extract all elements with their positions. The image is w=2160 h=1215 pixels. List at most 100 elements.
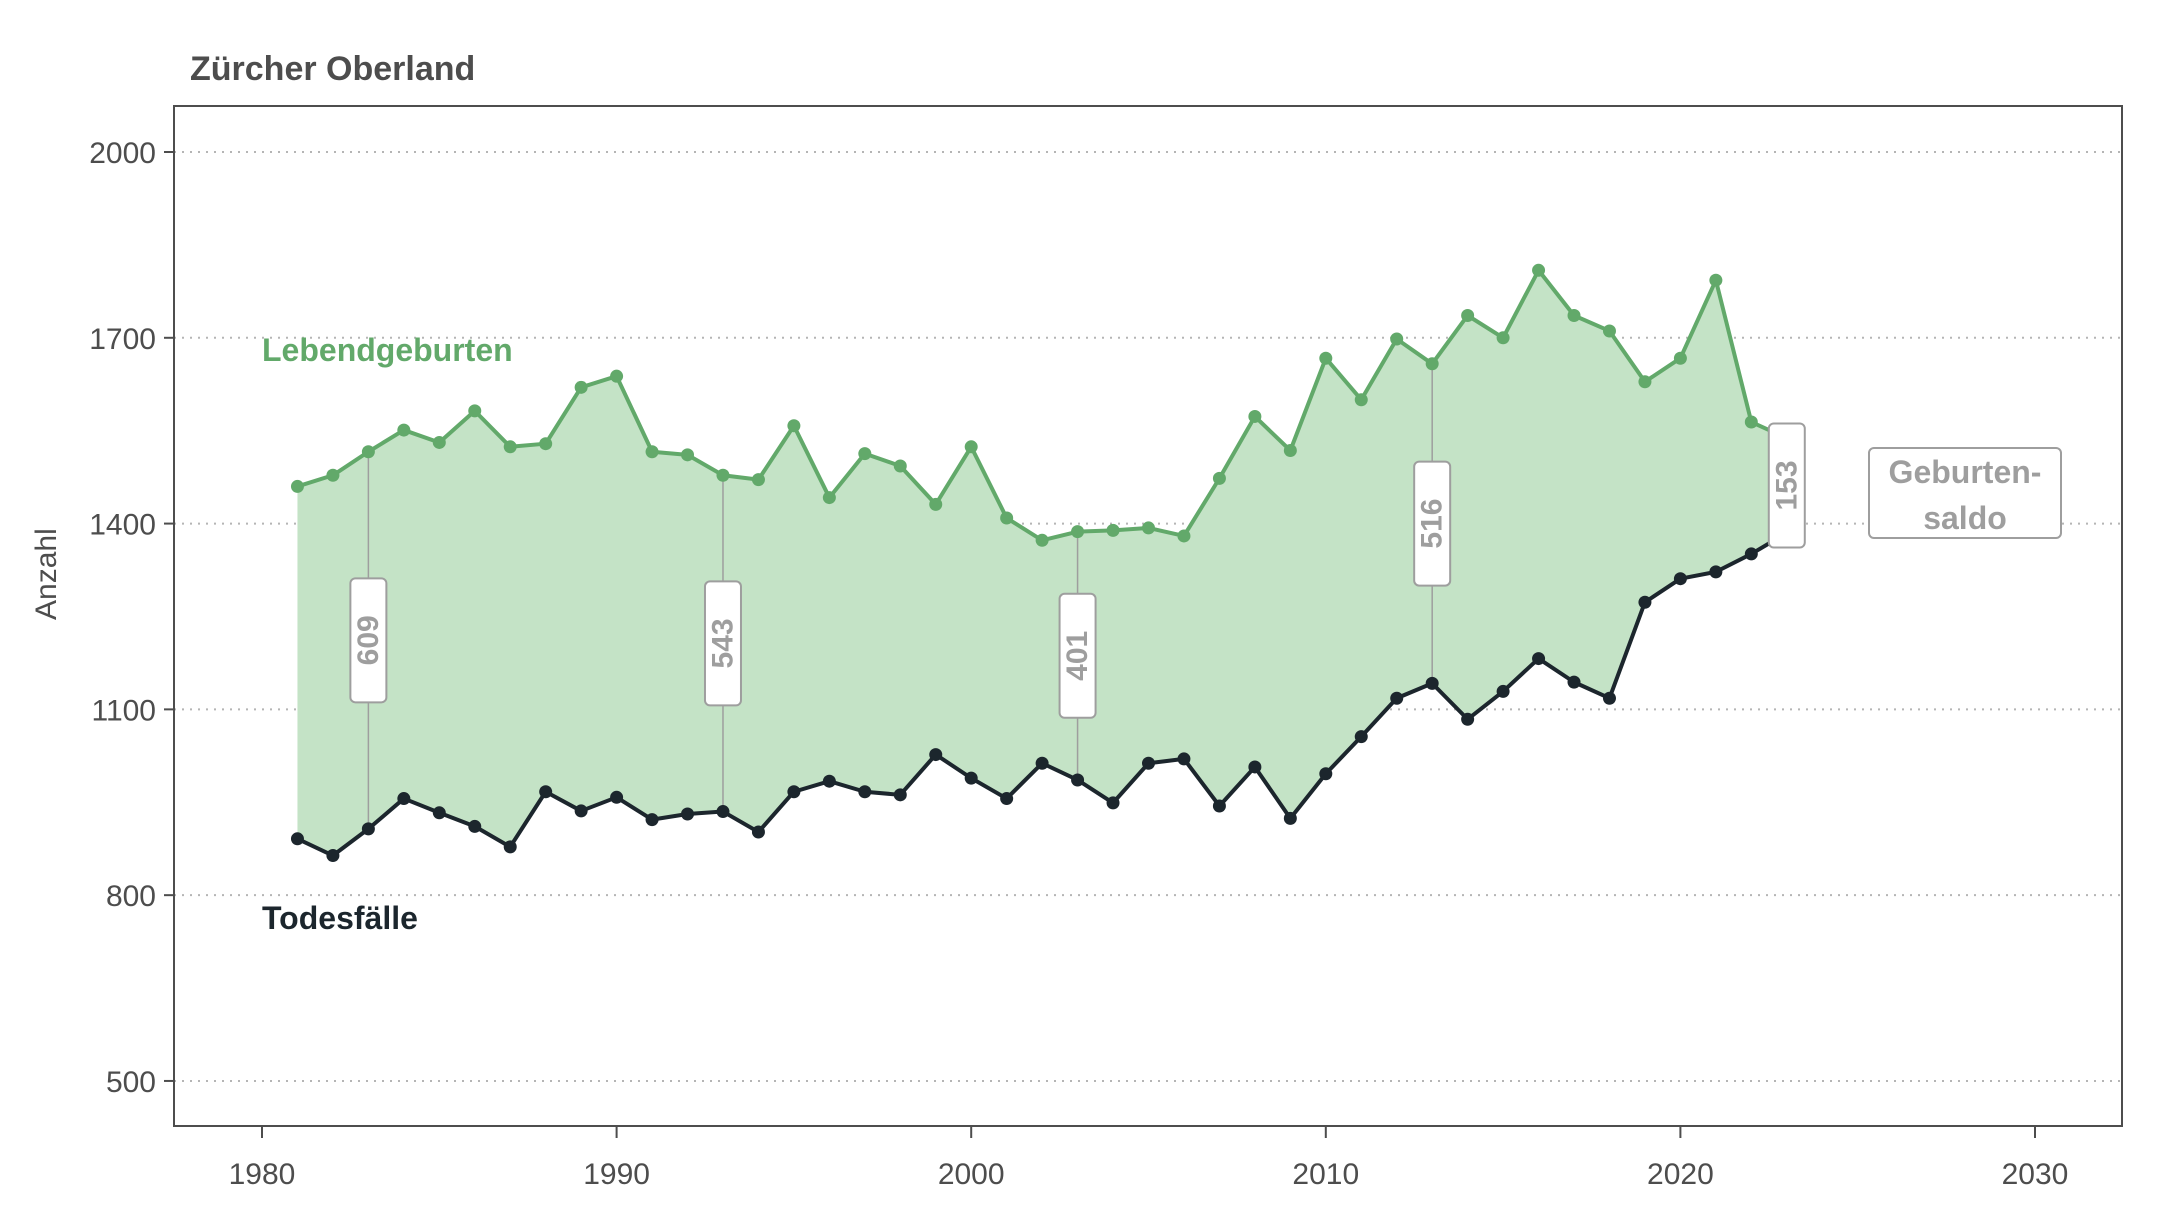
deaths-point bbox=[1248, 760, 1262, 774]
x-tick-label: 2000 bbox=[938, 1158, 1005, 1191]
births-point bbox=[1035, 533, 1049, 547]
plot-frame bbox=[173, 105, 2123, 1127]
geburtensaldo-legend-box: Geburten- saldo bbox=[1868, 447, 2062, 539]
births-point bbox=[1071, 525, 1085, 539]
saldo-value-label: 401 bbox=[1061, 631, 1094, 681]
saldo-value-box bbox=[1058, 592, 1097, 719]
births-point bbox=[1602, 324, 1616, 338]
deaths-point bbox=[1071, 773, 1085, 787]
x-tick-label: 2010 bbox=[1292, 1158, 1359, 1191]
births-point bbox=[681, 448, 695, 462]
deaths-point bbox=[1390, 691, 1404, 705]
deaths-point bbox=[1354, 730, 1368, 744]
y-tick-label: 1400 bbox=[89, 509, 156, 542]
births-point bbox=[1000, 511, 1014, 525]
deaths-point bbox=[1567, 675, 1581, 689]
births-point bbox=[468, 404, 482, 418]
saldo-value-box bbox=[1413, 460, 1452, 587]
births-point bbox=[1425, 357, 1439, 371]
deaths-point bbox=[1035, 756, 1049, 770]
deaths-point bbox=[681, 807, 695, 821]
deaths-point bbox=[1425, 676, 1439, 690]
births-point bbox=[1177, 529, 1191, 543]
births-point bbox=[326, 468, 340, 482]
births-point bbox=[539, 437, 553, 451]
births-label: Lebendgeburten bbox=[262, 332, 513, 368]
deaths-point bbox=[503, 840, 517, 854]
births-point bbox=[893, 459, 907, 473]
deaths-point bbox=[539, 785, 553, 799]
deaths-point bbox=[1000, 792, 1014, 806]
births-point bbox=[858, 447, 872, 461]
deaths-point bbox=[1602, 691, 1616, 705]
y-tick-label: 500 bbox=[106, 1066, 156, 1099]
deaths-point bbox=[1673, 572, 1687, 586]
deaths-point bbox=[645, 813, 659, 827]
deaths-point bbox=[610, 790, 624, 804]
births-point bbox=[1319, 351, 1333, 365]
x-tick-label: 1980 bbox=[229, 1158, 296, 1191]
deaths-point bbox=[361, 822, 375, 836]
saldo-value-label: 153 bbox=[1770, 460, 1803, 510]
births-point bbox=[787, 419, 801, 433]
births-point bbox=[1638, 375, 1652, 389]
saldo-value-box bbox=[703, 580, 742, 707]
births-point bbox=[964, 440, 978, 454]
deaths-point bbox=[326, 849, 340, 863]
births-point bbox=[1461, 308, 1475, 322]
saldo-value-box bbox=[1767, 422, 1806, 549]
chart-title: Zürcher Oberland bbox=[190, 50, 476, 88]
y-tick-label: 800 bbox=[106, 880, 156, 913]
births-point bbox=[1354, 393, 1368, 407]
births-point bbox=[610, 369, 624, 383]
births-point bbox=[822, 491, 836, 505]
births-point bbox=[503, 440, 517, 454]
x-tick-label: 2020 bbox=[1647, 1158, 1714, 1191]
births-point bbox=[1567, 308, 1581, 322]
births-point bbox=[1709, 273, 1723, 287]
births-point bbox=[1283, 444, 1297, 458]
x-tick-label: 2030 bbox=[2002, 1158, 2069, 1191]
deaths-point bbox=[1461, 712, 1475, 726]
saldo-line-2: saldo bbox=[1923, 500, 2007, 536]
births-point bbox=[432, 435, 446, 449]
deaths-point bbox=[397, 792, 411, 806]
births-point bbox=[361, 445, 375, 459]
births-point bbox=[1532, 263, 1546, 277]
deaths-point bbox=[716, 805, 730, 819]
deaths-point bbox=[929, 748, 943, 762]
deaths-point bbox=[290, 832, 304, 846]
deaths-point bbox=[432, 806, 446, 820]
births-point bbox=[290, 479, 304, 493]
deaths-point bbox=[858, 785, 872, 799]
births-point bbox=[929, 497, 943, 511]
y-tick-label: 2000 bbox=[89, 137, 156, 170]
saldo-value-label: 516 bbox=[1416, 499, 1449, 549]
deaths-point bbox=[1496, 684, 1510, 698]
births-point bbox=[1390, 332, 1404, 346]
y-tick-label: 1700 bbox=[89, 323, 156, 356]
births-point bbox=[1212, 471, 1226, 485]
deaths-point bbox=[1638, 595, 1652, 609]
deaths-point bbox=[574, 804, 588, 818]
deaths-point bbox=[822, 774, 836, 788]
deaths-point bbox=[468, 819, 482, 833]
births-point bbox=[716, 468, 730, 482]
saldo-value-label: 543 bbox=[706, 618, 739, 668]
deaths-point bbox=[1319, 767, 1333, 781]
births-point bbox=[1744, 415, 1758, 429]
births-point bbox=[397, 423, 411, 437]
deaths-point bbox=[787, 785, 801, 799]
births-point bbox=[1248, 409, 1262, 423]
births-point bbox=[645, 445, 659, 459]
deaths-point bbox=[1142, 756, 1155, 770]
deaths-point bbox=[1212, 799, 1226, 813]
deaths-point bbox=[893, 788, 907, 802]
saldo-value-label: 609 bbox=[352, 615, 385, 665]
x-tick-label: 1990 bbox=[583, 1158, 650, 1191]
births-point bbox=[1673, 351, 1687, 365]
y-tick-label: 1100 bbox=[91, 694, 156, 727]
deaths-point bbox=[1106, 796, 1120, 810]
births-point bbox=[1106, 523, 1120, 537]
